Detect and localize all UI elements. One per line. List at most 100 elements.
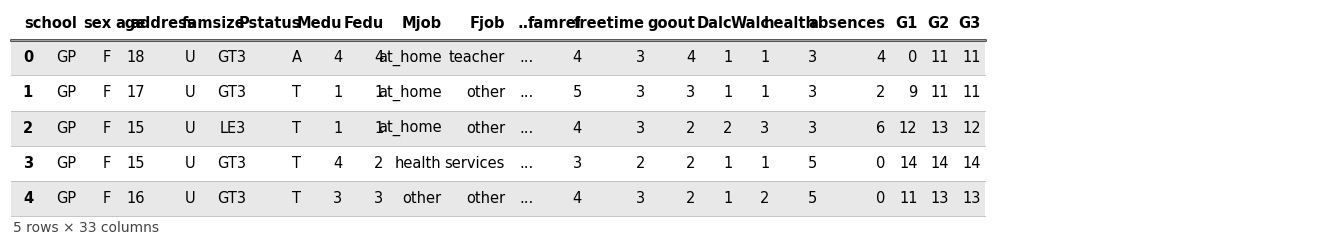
Text: Fedu: Fedu — [344, 16, 383, 31]
Text: 1: 1 — [374, 86, 383, 100]
Text: 11: 11 — [962, 50, 981, 65]
Text: 2: 2 — [636, 156, 645, 171]
Text: Walc: Walc — [730, 16, 769, 31]
Text: U: U — [185, 86, 196, 100]
Text: health: health — [395, 156, 442, 171]
Text: 5: 5 — [808, 191, 817, 206]
Text: 0: 0 — [908, 50, 917, 65]
Text: 4: 4 — [572, 50, 582, 65]
Text: sex: sex — [83, 16, 111, 31]
Text: 3: 3 — [333, 191, 342, 206]
Text: Pstatus: Pstatus — [239, 16, 301, 31]
Text: health: health — [764, 16, 817, 31]
Text: GP: GP — [57, 50, 77, 65]
Text: 15: 15 — [127, 121, 145, 136]
Text: 1: 1 — [760, 86, 769, 100]
Text: 13: 13 — [931, 191, 949, 206]
Text: 5 rows × 33 columns: 5 rows × 33 columns — [13, 221, 159, 235]
Text: 0: 0 — [876, 191, 886, 206]
Text: goout: goout — [648, 16, 695, 31]
Text: 3: 3 — [572, 156, 582, 171]
Text: 4: 4 — [333, 156, 342, 171]
Text: 3: 3 — [760, 121, 769, 136]
Text: other: other — [465, 191, 505, 206]
Bar — [11, 111, 985, 146]
Text: teacher: teacher — [448, 50, 505, 65]
Text: U: U — [185, 156, 196, 171]
Bar — [11, 146, 985, 181]
Text: 1: 1 — [374, 121, 383, 136]
Text: Medu: Medu — [297, 16, 342, 31]
Text: T: T — [292, 121, 301, 136]
Text: 2: 2 — [22, 121, 33, 136]
Text: 2: 2 — [686, 121, 695, 136]
Text: F: F — [103, 191, 111, 206]
Text: 12: 12 — [899, 121, 917, 136]
Text: 11: 11 — [962, 86, 981, 100]
Text: 4: 4 — [333, 50, 342, 65]
Text: 2: 2 — [686, 191, 695, 206]
Text: F: F — [103, 86, 111, 100]
Text: GP: GP — [57, 121, 77, 136]
Text: 3: 3 — [808, 86, 817, 100]
Text: 14: 14 — [962, 156, 981, 171]
Text: F: F — [103, 50, 111, 65]
Text: 2: 2 — [723, 121, 732, 136]
Text: 1: 1 — [333, 121, 342, 136]
Text: GT3: GT3 — [217, 191, 246, 206]
Text: 3: 3 — [686, 86, 695, 100]
Text: 3: 3 — [374, 191, 383, 206]
Text: ...: ... — [520, 191, 534, 206]
Text: F: F — [103, 121, 111, 136]
Text: 0: 0 — [22, 50, 33, 65]
Text: 3: 3 — [22, 156, 33, 171]
Text: absences: absences — [809, 16, 886, 31]
Text: 14: 14 — [899, 156, 917, 171]
Text: 16: 16 — [127, 191, 145, 206]
Text: 11: 11 — [931, 50, 949, 65]
Text: 3: 3 — [636, 121, 645, 136]
Text: 4: 4 — [572, 121, 582, 136]
Text: Dalc: Dalc — [697, 16, 732, 31]
Text: 2: 2 — [760, 191, 769, 206]
Text: 14: 14 — [931, 156, 949, 171]
Text: 1: 1 — [723, 191, 732, 206]
Text: GP: GP — [57, 156, 77, 171]
Text: F: F — [103, 156, 111, 171]
Bar — [11, 181, 985, 216]
Text: 13: 13 — [931, 121, 949, 136]
Text: other: other — [402, 191, 442, 206]
Text: 5: 5 — [808, 156, 817, 171]
Text: GT3: GT3 — [217, 86, 246, 100]
Text: 11: 11 — [931, 86, 949, 100]
Bar — [11, 2, 985, 40]
Text: 3: 3 — [636, 86, 645, 100]
Text: 12: 12 — [962, 121, 981, 136]
Text: 3: 3 — [808, 50, 817, 65]
Text: G1: G1 — [895, 16, 917, 31]
Text: school: school — [24, 16, 77, 31]
Text: T: T — [292, 86, 301, 100]
Text: 2: 2 — [686, 156, 695, 171]
Text: freetime: freetime — [574, 16, 645, 31]
Text: at_home: at_home — [378, 50, 442, 66]
Text: LE3: LE3 — [219, 121, 246, 136]
Text: ...: ... — [520, 156, 534, 171]
Text: 4: 4 — [374, 50, 383, 65]
Text: 3: 3 — [808, 121, 817, 136]
Text: GP: GP — [57, 86, 77, 100]
Text: 3: 3 — [636, 191, 645, 206]
Text: 4: 4 — [876, 50, 886, 65]
Text: G3: G3 — [958, 16, 981, 31]
Text: ...: ... — [517, 16, 534, 31]
Bar — [11, 40, 985, 75]
Text: famrel: famrel — [527, 16, 582, 31]
Text: 1: 1 — [723, 86, 732, 100]
Text: famsize: famsize — [182, 16, 246, 31]
Text: 9: 9 — [908, 86, 917, 100]
Text: 18: 18 — [127, 50, 145, 65]
Text: A: A — [291, 50, 301, 65]
Text: 1: 1 — [760, 50, 769, 65]
Text: ...: ... — [520, 50, 534, 65]
Text: services: services — [444, 156, 505, 171]
